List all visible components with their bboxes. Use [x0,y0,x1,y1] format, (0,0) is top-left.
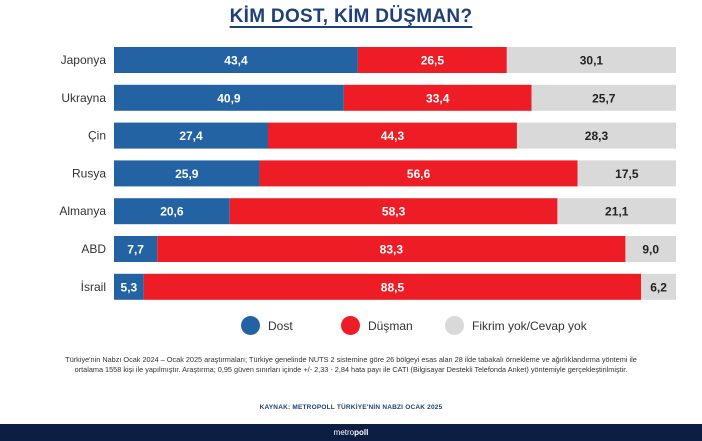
legend-item-fikrim-yok: Fikrim yok/Cevap yok [445,316,587,335]
value-label-fikrim-yok-cevap-yok-abd: 9,0 [642,243,659,257]
value-label-dusman-japonya: 26,5 [421,54,445,68]
value-label-fikrim-yok-cevap-yok-israil: 6,2 [650,280,667,294]
category-label-ukrayna: Ukrayna [61,91,106,105]
legend-label-dusman: Düşman [368,318,413,333]
value-label-fikrim-yok-cevap-yok-japonya: 30,1 [580,54,604,68]
legend-item-dusman: Düşman [341,316,413,335]
value-label-fikrim-yok-cevap-yok-ukrayna: 25,7 [592,91,616,105]
legend-item-dost: Dost [241,316,293,335]
bar-dost-japonya [114,47,358,73]
category-label-abd: ABD [81,242,106,256]
footer-brand-part2: poll [354,428,369,437]
value-label-dost-cin: 27,4 [179,129,203,143]
value-label-dusman-abd: 83,3 [380,243,404,257]
legend-label-fikrim-yok: Fikrim yok/Cevap yok [472,318,587,333]
stacked-bar-chart: Japonya 43,4 26,5 30,1 Ukrayna 40,9 33,4 25,7 Çi… [59,47,676,300]
legend-label-dost: Dost [268,318,293,333]
legend-swatch-dost [241,316,260,335]
bar-dost-abd [114,236,158,262]
methodology-note: Türkiye'nin Nabzı Ocak 2024 – Ocak 2025 … [65,355,637,374]
value-label-dost-almanya: 20,6 [160,205,184,219]
legend-swatch-dusman [341,316,360,335]
value-label-dusman-rusya: 56,6 [407,167,431,181]
value-label-dusman-israil: 88,5 [381,280,405,294]
category-label-japonya: Japonya [61,53,107,67]
bar-fikrim-yok-cevap-yok-ukrayna [531,84,676,111]
bar-dost-rusya [114,160,260,187]
bar-dusman-ukrayna [343,84,532,111]
category-label-almanya: Almanya [59,204,106,218]
bar-dost-almanya [114,198,230,225]
bar-dusman-cin [267,122,517,149]
legend: Dost Düşman Fikrim yok/Cevap yok [0,316,702,340]
source-line: KAYNAK: METROPOLL TÜRKİYE'NİN NABZI OCAK… [259,404,443,411]
bar-dost-israil [114,273,144,300]
bar-dusman-almanya [229,198,558,225]
bar-dusman-japonya [357,47,507,73]
value-label-dost-rusya: 25,9 [175,167,199,181]
bar-dusman-rusya [259,160,578,187]
bar-fikrim-yok-cevap-yok-israil [641,273,676,300]
bar-fikrim-yok-cevap-yok-abd [625,236,676,262]
value-label-dusman-almanya: 58,3 [382,205,406,219]
bar-dusman-israil [143,273,642,300]
legend-swatch-fikrim-yok [445,316,464,335]
bar-dost-ukrayna [114,84,344,111]
category-label-cin: Çin [88,129,106,143]
value-label-dost-japonya: 43,4 [224,54,248,68]
value-label-dost-abd: 7,7 [127,243,144,257]
bar-fikrim-yok-cevap-yok-rusya [577,160,676,187]
value-label-fikrim-yok-cevap-yok-almanya: 21,1 [605,205,629,219]
value-label-dost-israil: 5,3 [121,280,138,294]
value-label-dost-ukrayna: 40,9 [217,91,241,105]
value-label-dusman-ukrayna: 33,4 [426,91,450,105]
value-label-fikrim-yok-cevap-yok-rusya: 17,5 [615,167,639,181]
bar-dusman-abd [157,236,626,262]
category-label-rusya: Rusya [72,166,106,180]
footer-bar: metropoll [0,424,702,441]
bar-fikrim-yok-cevap-yok-almanya [557,198,676,225]
category-label-israil: İsrail [81,280,106,294]
bar-dost-cin [114,122,268,149]
value-label-fikrim-yok-cevap-yok-cin: 28,3 [585,129,609,143]
bar-fikrim-yok-cevap-yok-japonya [506,47,676,73]
value-label-dusman-cin: 44,3 [381,129,405,143]
chart-title: KİM DOST, KİM DÜŞMAN? [229,6,473,27]
footer-brand-part1: metro [333,428,355,437]
bar-fikrim-yok-cevap-yok-cin [516,122,676,149]
